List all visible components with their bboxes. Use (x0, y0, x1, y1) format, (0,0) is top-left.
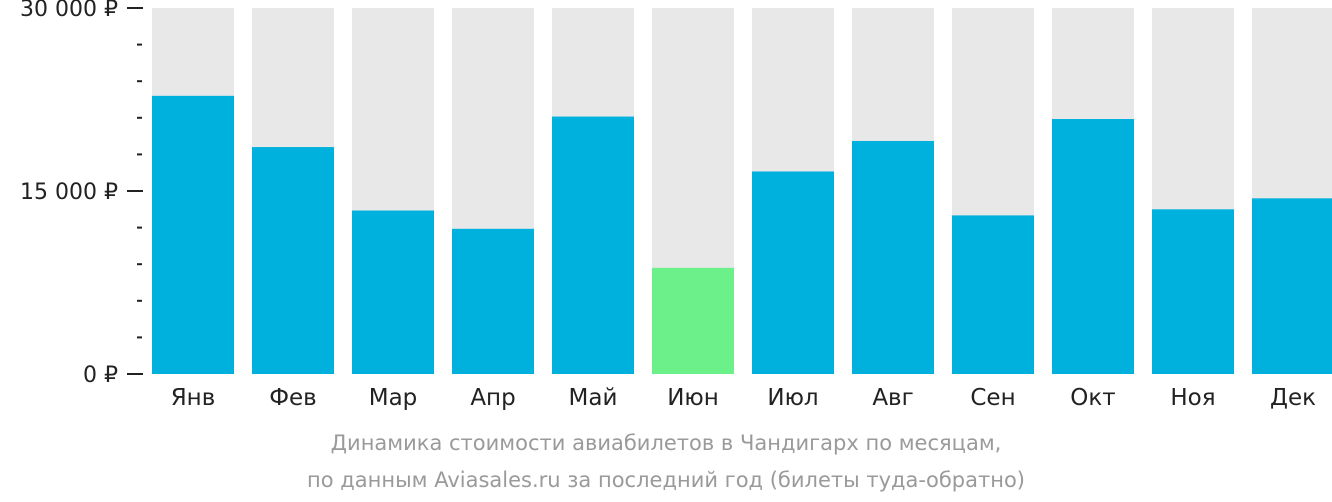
y-tick-label: 0 ₽ (83, 363, 118, 388)
x-tick-label: Авг (872, 385, 913, 411)
x-tick-label: Дек (1270, 385, 1316, 411)
bar-1 (152, 95, 234, 374)
bar-4 (452, 228, 534, 374)
chart-caption-line-2: по данным Aviasales.ru за последний год … (307, 468, 1025, 492)
x-tick-label: Апр (470, 385, 515, 411)
chart-caption-line-1: Динамика стоимости авиабилетов в Чандига… (330, 431, 1002, 455)
bar-2 (252, 147, 334, 374)
bar-10 (1052, 119, 1134, 375)
bar-3 (352, 210, 434, 374)
x-tick-label: Май (569, 385, 618, 411)
bar-7 (752, 171, 834, 374)
x-tick-label: Сен (970, 385, 1015, 411)
x-tick-label: Янв (171, 385, 216, 411)
bar-8 (852, 140, 934, 374)
bar-5 (552, 116, 634, 374)
bar-6 (652, 267, 734, 374)
x-tick-label: Ноя (1170, 385, 1215, 411)
x-tick-label: Июл (767, 385, 818, 411)
y-tick-label: 30 000 ₽ (20, 0, 118, 22)
x-tick-label: Фев (269, 385, 317, 411)
x-tick-label: Окт (1070, 385, 1115, 411)
x-tick-label: Мар (369, 385, 418, 411)
bar-12 (1252, 198, 1332, 374)
y-tick-label: 15 000 ₽ (20, 180, 118, 205)
bar-9 (952, 215, 1034, 374)
x-tick-label: Июн (667, 385, 719, 411)
bar-11 (1152, 209, 1234, 374)
